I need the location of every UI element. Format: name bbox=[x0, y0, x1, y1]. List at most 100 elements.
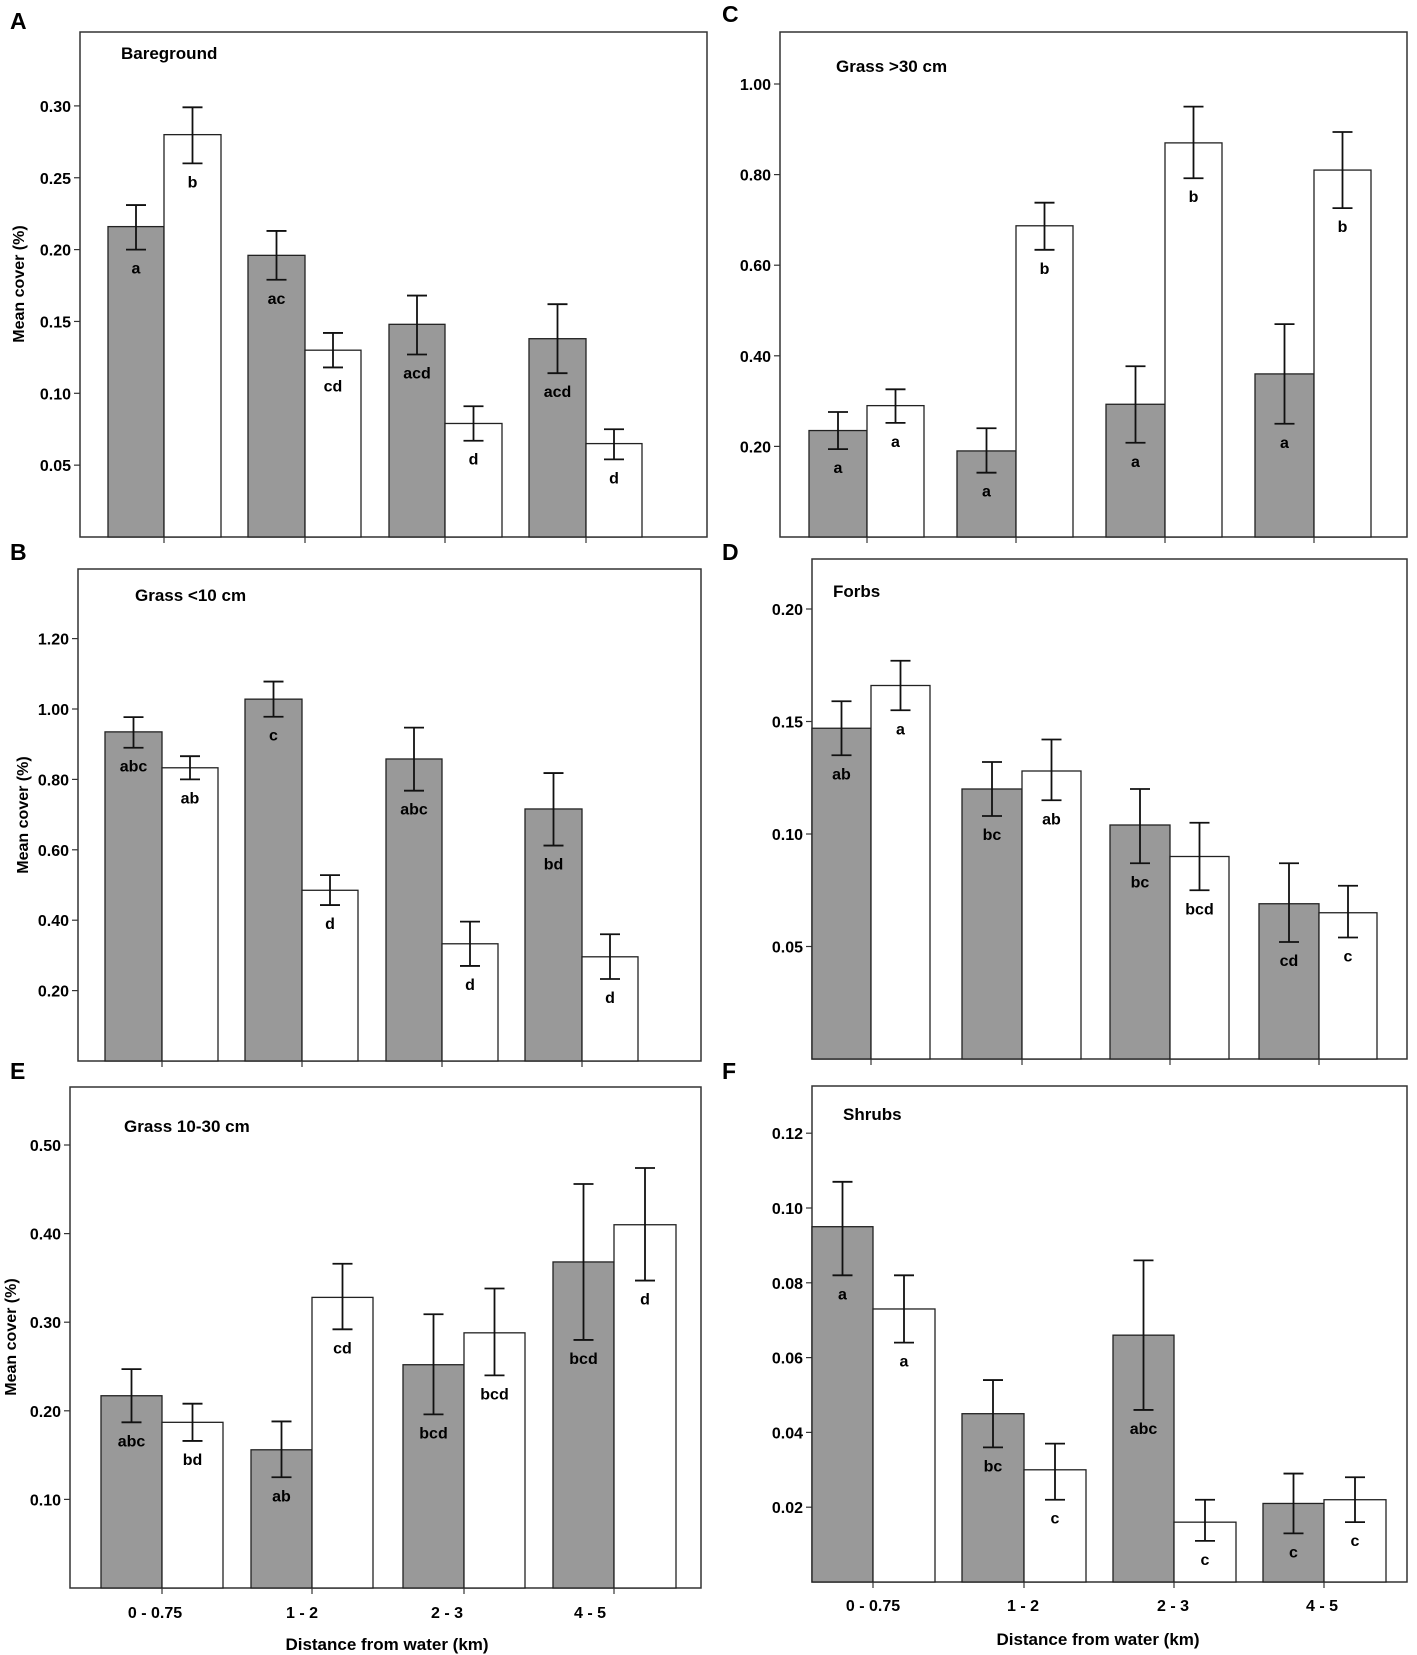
panel-b-letter-white-2: d bbox=[465, 977, 475, 994]
x-axis-right: 0 - 0.75 1 - 2 2 - 3 4 - 5 Distance from… bbox=[846, 1598, 1338, 1649]
panel-d-letter-grey-2: bc bbox=[1131, 874, 1150, 891]
panel-c-errorbar-grey-0 bbox=[828, 411, 848, 451]
panel-b-errorbar-grey-0 bbox=[123, 716, 144, 749]
panel-a-errorbar-white-2 bbox=[463, 405, 484, 442]
panel-b-letter-white-1: d bbox=[325, 916, 335, 933]
panel-e-letter-grey-3: bcd bbox=[569, 1351, 597, 1368]
panel-a-ytick-label-4: 0.25 bbox=[40, 171, 71, 188]
panel-c-ytick-label-4: 1.00 bbox=[740, 77, 771, 94]
panel-e-bar-white-0 bbox=[161, 1421, 224, 1589]
panel-b-ytick-label-2: 0.60 bbox=[38, 843, 69, 860]
panel-c-ytick-label-2: 0.60 bbox=[740, 258, 771, 275]
panel-a-ytick-label-3: 0.20 bbox=[40, 243, 71, 260]
panel-e-frame bbox=[69, 1086, 702, 1589]
panel-d-errorbar-white-3 bbox=[1338, 884, 1358, 939]
panel-e-ytick-label-1: 0.20 bbox=[30, 1404, 61, 1421]
panel-d-letter-white-3: c bbox=[1344, 949, 1353, 966]
panel-d-bar-white-0 bbox=[870, 684, 931, 1060]
panel-d-errorbar-grey-0 bbox=[831, 700, 852, 757]
x-axis-title-right: Distance from water (km) bbox=[996, 1630, 1199, 1649]
panel-a-letter-grey-3: acd bbox=[544, 384, 572, 401]
panel-b-bar-white-0 bbox=[161, 767, 219, 1062]
panel-f-bar-white-3 bbox=[1323, 1499, 1387, 1583]
panel-b-ytick-label-5: 1.20 bbox=[38, 632, 69, 649]
panel-d-letter-grey-3: cd bbox=[1280, 953, 1299, 970]
panel-d-ytick-label-0: 0.05 bbox=[772, 940, 803, 957]
panel-b-errorbar-grey-1 bbox=[263, 680, 284, 718]
panel-f: F Shrubs 0.020.040.060.080.100.12aabccab… bbox=[722, 1058, 1408, 1588]
panel-c-letter-white-3: b bbox=[1338, 219, 1348, 236]
panel-c-letter-grey-0: a bbox=[834, 460, 843, 477]
panel-c-bar-grey-3 bbox=[1254, 373, 1315, 538]
panel-c-letter-white-2: b bbox=[1189, 189, 1199, 206]
panel-e-errorbar-white-0 bbox=[182, 1402, 203, 1442]
panel-f-letter-white-1: c bbox=[1051, 1511, 1060, 1528]
panel-b-errorbar-white-0 bbox=[180, 755, 200, 781]
panel-d-ytick-label-2: 0.15 bbox=[772, 715, 803, 732]
panel-f-bar-white-0 bbox=[872, 1308, 936, 1583]
panel-e-bar-white-1 bbox=[311, 1296, 374, 1589]
panel-e-title: Grass 10-30 cm bbox=[124, 1117, 250, 1136]
panel-b: B Grass <10 cm Mean cover (%) 0.20 0.40 0.… bbox=[10, 539, 702, 1067]
panel-a-errorbar-grey-0 bbox=[126, 204, 146, 251]
panel-f-letter-white-3: c bbox=[1351, 1533, 1360, 1550]
panel-b-letter-grey-1: c bbox=[269, 728, 278, 745]
panel-c-bar-white-3 bbox=[1313, 169, 1372, 538]
panel-a-letter-white-3: d bbox=[609, 470, 619, 487]
panel-e-errorbar-grey-3 bbox=[573, 1183, 594, 1341]
panel-e: E Grass 10-30 cm Mean cover (%) 0.10 0.20… bbox=[3, 1058, 702, 1594]
panel-c-errorbar-grey-1 bbox=[976, 427, 997, 474]
panel-b-ytick-label-1: 0.40 bbox=[38, 913, 69, 930]
panel-c-plot: 0.20 0.40 0.60 0.80 1.00 a a a b a b a b bbox=[740, 77, 1372, 543]
panel-c-ytick-label-3: 0.80 bbox=[740, 168, 771, 185]
panel-e-errorbar-white-1 bbox=[332, 1262, 353, 1331]
panel-a-plot: 0.05 0.10 0.15 0.20 0.25 0.30 a b ac cd acd d acd d bbox=[40, 99, 643, 543]
panel-a-letter-white-2: d bbox=[469, 452, 479, 469]
panel-c: C Grass >30 cm 0.20 0.40 0.60 0.80 1.00 a a a b a… bbox=[722, 1, 1408, 543]
panel-f-ytick-label-3: 0.08 bbox=[772, 1276, 803, 1293]
panel-e-letter-white-0: bd bbox=[183, 1452, 203, 1469]
panel-c-errorbar-grey-3 bbox=[1274, 323, 1295, 425]
panel-f-letter-white-0: a bbox=[900, 1354, 909, 1371]
panel-letter-a: A bbox=[10, 8, 27, 34]
panel-c-letter-grey-2: a bbox=[1131, 454, 1140, 471]
panel-d-letter-white-0: a bbox=[896, 721, 905, 738]
panel-a-errorbar-grey-1 bbox=[266, 230, 287, 281]
panel-b-bar-grey-3 bbox=[524, 808, 583, 1062]
panel-c-letter-grey-1: a bbox=[982, 484, 991, 501]
panel-a-letter-white-1: cd bbox=[324, 378, 343, 395]
panel-c-frame bbox=[779, 31, 1408, 538]
panel-a-errorbar-grey-3 bbox=[547, 303, 568, 375]
panel-f-letter-grey-1: bc bbox=[984, 1458, 1003, 1475]
panel-e-errorbar-white-3 bbox=[635, 1167, 655, 1282]
panel-e-ylabel: Mean cover (%) bbox=[3, 1278, 20, 1395]
panel-b-title: Grass <10 cm bbox=[135, 586, 246, 605]
panel-e-letter-white-2: bcd bbox=[480, 1386, 508, 1403]
panel-d-letter-white-2: bcd bbox=[1185, 901, 1213, 918]
panel-f-letter-white-2: c bbox=[1201, 1552, 1210, 1569]
panel-e-ytick-label-2: 0.30 bbox=[30, 1315, 61, 1332]
panel-d-errorbar-grey-2 bbox=[1130, 788, 1150, 865]
panel-d-bar-grey-1 bbox=[961, 788, 1023, 1060]
panel-a-bar-grey-1 bbox=[247, 254, 306, 538]
panel-b-errorbar-grey-2 bbox=[404, 726, 424, 792]
panel-d-letter-grey-0: ab bbox=[832, 766, 851, 783]
x-tick-label-right-2: 2 - 3 bbox=[1157, 1598, 1189, 1615]
panel-d-letter-grey-1: bc bbox=[983, 827, 1002, 844]
panel-f-errorbar-grey-3 bbox=[1283, 1472, 1304, 1535]
panel-c-ytick-label-1: 0.40 bbox=[740, 349, 771, 366]
panel-letter-e: E bbox=[10, 1058, 25, 1084]
panel-c-ytick-label-0: 0.20 bbox=[740, 439, 771, 456]
x-tick-label-left-1: 1 - 2 bbox=[286, 1605, 318, 1622]
panel-d-errorbar-grey-1 bbox=[982, 761, 1002, 817]
panel-a-ytick-label-2: 0.15 bbox=[40, 314, 71, 331]
panel-letter-f: F bbox=[722, 1058, 736, 1084]
panel-b-errorbar-white-1 bbox=[320, 874, 340, 906]
x-tick-label-left-2: 2 - 3 bbox=[431, 1605, 463, 1622]
panel-b-bar-white-1 bbox=[301, 889, 359, 1062]
panel-a-ytick-label-5: 0.30 bbox=[40, 99, 71, 116]
panel-e-letter-grey-0: abc bbox=[118, 1433, 146, 1450]
panel-a-letter-grey-1: ac bbox=[268, 291, 286, 308]
panel-d-ytick-label-3: 0.20 bbox=[772, 602, 803, 619]
panel-a-errorbar-grey-2 bbox=[407, 294, 427, 356]
